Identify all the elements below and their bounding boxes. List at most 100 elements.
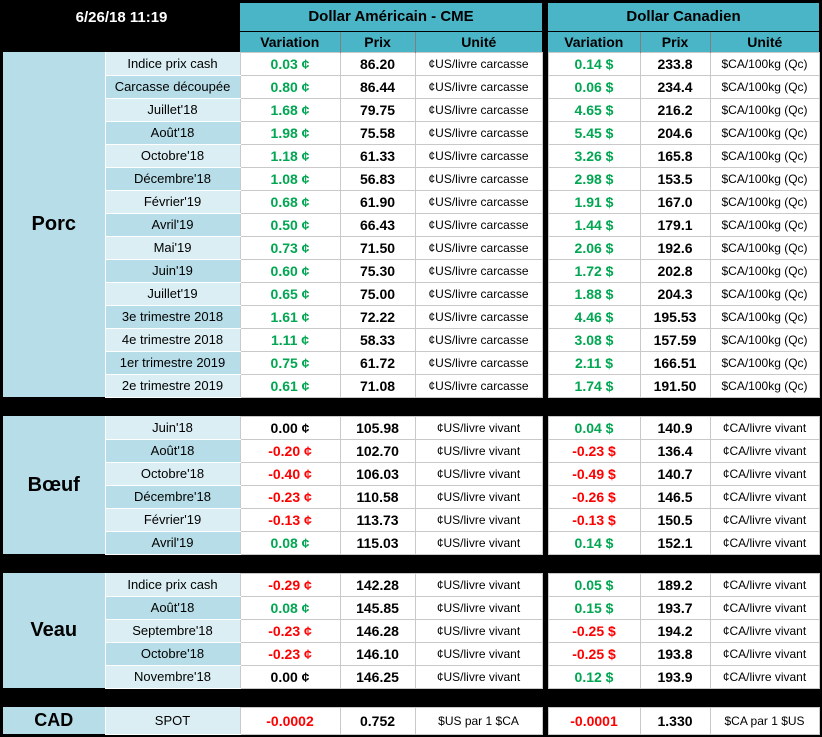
cad-variation-value: 0.15 $	[547, 595, 641, 620]
usd-price-value: 66.43	[339, 212, 416, 237]
cad-variation-value: 0.04 $	[547, 415, 641, 440]
usd-variation-value: 0.00 ¢	[239, 664, 341, 689]
title-row: 6/26/18 11:19 Dollar Américain - CME Dol…	[3, 3, 820, 52]
cad-variation-value: -0.23 $	[547, 438, 641, 463]
cad-price-value: 1.330	[639, 706, 711, 735]
usd-variation-value: 0.03 ¢	[239, 51, 341, 76]
section-label-boeuf: Bœuf	[3, 416, 105, 554]
usd-price-value: 146.25	[339, 664, 416, 689]
cad-price-value: 153.5	[639, 166, 711, 191]
cad-price-value: 140.9	[639, 415, 711, 440]
cad-unit-label: ¢CA/livre vivant	[709, 530, 820, 555]
row-label: Novembre'18	[104, 665, 241, 689]
row-label: Juin'19	[104, 259, 241, 283]
cad-variation-value: 2.98 $	[547, 166, 641, 191]
cad-price-value: 233.8	[639, 51, 711, 76]
cad-prix-header: Prix	[639, 31, 711, 52]
table-row: 4e trimestre 2018 1.11 ¢ 58.33 ¢US/livre ca…	[3, 327, 820, 352]
usd-price-value: 86.44	[339, 74, 416, 99]
table-row: Juillet'19 0.65 ¢ 75.00 ¢US/livre carcasse 1…	[3, 281, 820, 306]
cad-unit-label: ¢CA/livre vivant	[709, 641, 820, 666]
usd-variation-value: -0.23 ¢	[239, 484, 341, 509]
usd-variation-value: 0.75 ¢	[239, 350, 341, 375]
usd-price-value: 79.75	[339, 97, 416, 122]
cad-variation-value: -0.49 $	[547, 461, 641, 486]
usd-price-value: 75.30	[339, 258, 416, 283]
usd-unit-label: ¢US/livre carcasse	[414, 166, 543, 191]
cad-unit-label: $CA/100kg (Qc)	[709, 235, 820, 260]
cad-price-value: 195.53	[639, 304, 711, 329]
price-table: 6/26/18 11:19 Dollar Américain - CME Dol…	[3, 3, 820, 735]
cad-price-value: 193.7	[639, 595, 711, 620]
usd-unit-label: ¢US/livre carcasse	[414, 373, 543, 398]
usd-variation-value: -0.23 ¢	[239, 641, 341, 666]
row-label: Décembre'18	[104, 167, 241, 191]
row-label: Indice prix cash	[104, 52, 241, 76]
table-row: Octobre'18 -0.40 ¢ 106.03 ¢US/livre vivant -…	[3, 461, 820, 486]
row-label: Février'19	[104, 508, 241, 532]
cad-unit-label: $CA/100kg (Qc)	[709, 120, 820, 145]
cad-price-value: 193.9	[639, 664, 711, 689]
usd-price-value: 146.28	[339, 618, 416, 643]
column-divider	[542, 144, 549, 167]
table-row: Août'18 0.08 ¢ 145.85 ¢US/livre vivant 0.15 …	[3, 595, 820, 620]
row-label: Septembre'18	[104, 619, 241, 643]
cad-unit-label: $CA/100kg (Qc)	[709, 51, 820, 76]
column-divider	[542, 485, 549, 508]
usd-unit-label: ¢US/livre carcasse	[414, 212, 543, 237]
usd-variation-value: -0.23 ¢	[239, 618, 341, 643]
column-divider	[542, 282, 549, 305]
cad-variation-value: 5.45 $	[547, 120, 641, 145]
usd-unit-label: ¢US/livre vivant	[414, 572, 543, 597]
table-row: Avril'19 0.08 ¢ 115.03 ¢US/livre vivant 0.14…	[3, 530, 820, 555]
usd-price-value: 102.70	[339, 438, 416, 463]
usd-unit-label: ¢US/livre carcasse	[414, 51, 543, 76]
section-gap-cell	[3, 554, 820, 573]
usd-variation-value: 0.50 ¢	[239, 212, 341, 237]
table-body: Porc Indice prix cash 0.03 ¢ 86.20 ¢US/livre…	[3, 51, 820, 735]
row-label: Juillet'18	[104, 98, 241, 122]
cad-variation-value: 0.14 $	[547, 51, 641, 76]
cad-price-value: 157.59	[639, 327, 711, 352]
column-divider	[542, 305, 549, 328]
cad-unit-label: $CA/100kg (Qc)	[709, 143, 820, 168]
row-label: 1er trimestre 2019	[104, 351, 241, 375]
cad-price-value: 167.0	[639, 189, 711, 214]
cad-price-value: 179.1	[639, 212, 711, 237]
row-label: Avril'19	[104, 531, 241, 555]
section-gap	[3, 397, 820, 416]
section-label-cad: CAD	[3, 707, 105, 734]
cad-variation-value: 2.06 $	[547, 235, 641, 260]
cad-price-value: 204.3	[639, 281, 711, 306]
column-divider	[542, 596, 549, 619]
usd-variation-value: -0.0002	[239, 706, 341, 735]
row-label: Février'19	[104, 190, 241, 214]
cad-price-value: 146.5	[639, 484, 711, 509]
cad-unit-label: ¢CA/livre vivant	[709, 572, 820, 597]
usd-variation-value: -0.13 ¢	[239, 507, 341, 532]
cad-variation-value: 0.14 $	[547, 530, 641, 555]
usd-variation-value: 0.61 ¢	[239, 373, 341, 398]
row-label: Octobre'18	[104, 144, 241, 168]
cad-unit-label: $CA/100kg (Qc)	[709, 327, 820, 352]
usd-price-value: 146.10	[339, 641, 416, 666]
column-divider	[542, 259, 549, 282]
row-label: 2e trimestre 2019	[104, 374, 241, 398]
cad-variation-value: 4.65 $	[547, 97, 641, 122]
column-divider	[542, 531, 549, 554]
cad-variation-value: 1.88 $	[547, 281, 641, 306]
table-row: Septembre'18 -0.23 ¢ 146.28 ¢US/livre vivan…	[3, 618, 820, 643]
cad-unit-label: $CA/100kg (Qc)	[709, 304, 820, 329]
cad-unit-label: ¢CA/livre vivant	[709, 618, 820, 643]
usd-unit-label: $US par 1 $CA	[414, 706, 543, 735]
row-label: Carcasse découpée	[104, 75, 241, 99]
usd-unit-label: ¢US/livre carcasse	[414, 235, 543, 260]
cad-unit-label: $CA/100kg (Qc)	[709, 166, 820, 191]
usd-variation-value: 1.98 ¢	[239, 120, 341, 145]
column-divider	[542, 416, 549, 439]
column-divider	[542, 328, 549, 351]
section-gap	[3, 688, 820, 707]
column-divider	[542, 167, 549, 190]
usd-variation-value: 0.68 ¢	[239, 189, 341, 214]
usd-variation-value: 0.60 ¢	[239, 258, 341, 283]
